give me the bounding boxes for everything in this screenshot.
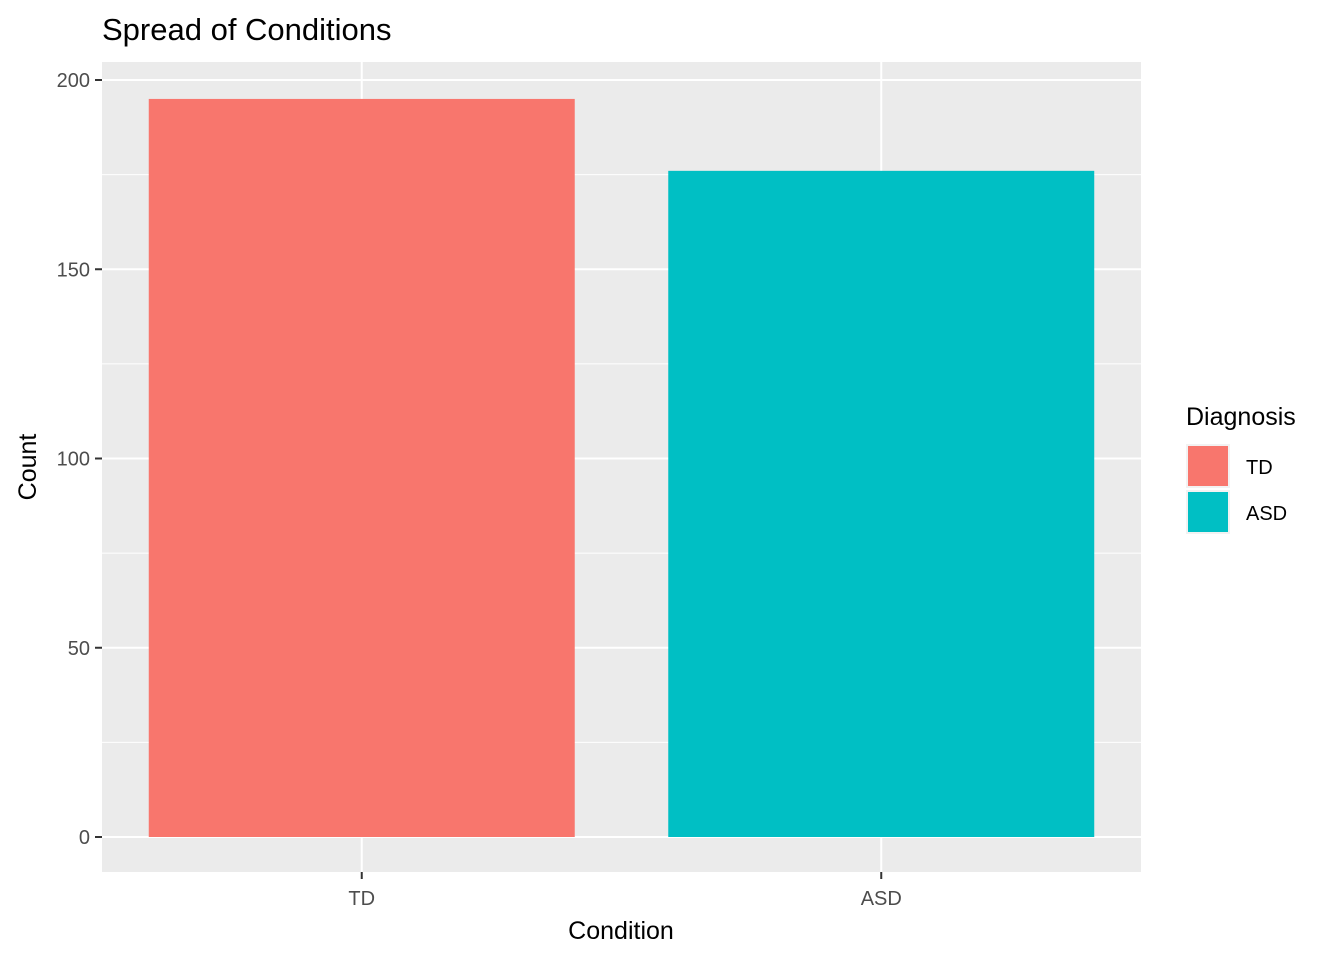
legend-swatch-asd bbox=[1188, 492, 1228, 532]
y-tick-label: 50 bbox=[68, 638, 90, 660]
chart-title: Spread of Conditions bbox=[102, 12, 392, 47]
legend: Diagnosis TD ASD bbox=[1186, 403, 1296, 534]
bars bbox=[148, 98, 1095, 838]
legend-title: Diagnosis bbox=[1186, 403, 1296, 431]
legend-label: ASD bbox=[1246, 503, 1287, 525]
legend-swatch-td bbox=[1188, 446, 1228, 486]
bar-asd bbox=[668, 170, 1095, 838]
y-tick-label: 0 bbox=[79, 827, 90, 849]
x-tick-label: TD bbox=[348, 888, 375, 910]
x-axis-title: Condition bbox=[568, 917, 674, 945]
y-axis-title: Count bbox=[14, 434, 42, 501]
legend-label: TD bbox=[1246, 457, 1273, 479]
y-tick-label: 200 bbox=[57, 70, 90, 92]
x-tick-label: ASD bbox=[861, 888, 902, 910]
bar-td bbox=[148, 98, 575, 838]
y-tick-label: 150 bbox=[57, 259, 90, 281]
x-axis: TD ASD bbox=[348, 872, 902, 910]
y-axis: 0 50 100 150 200 bbox=[57, 70, 102, 849]
y-tick-label: 100 bbox=[57, 449, 90, 471]
